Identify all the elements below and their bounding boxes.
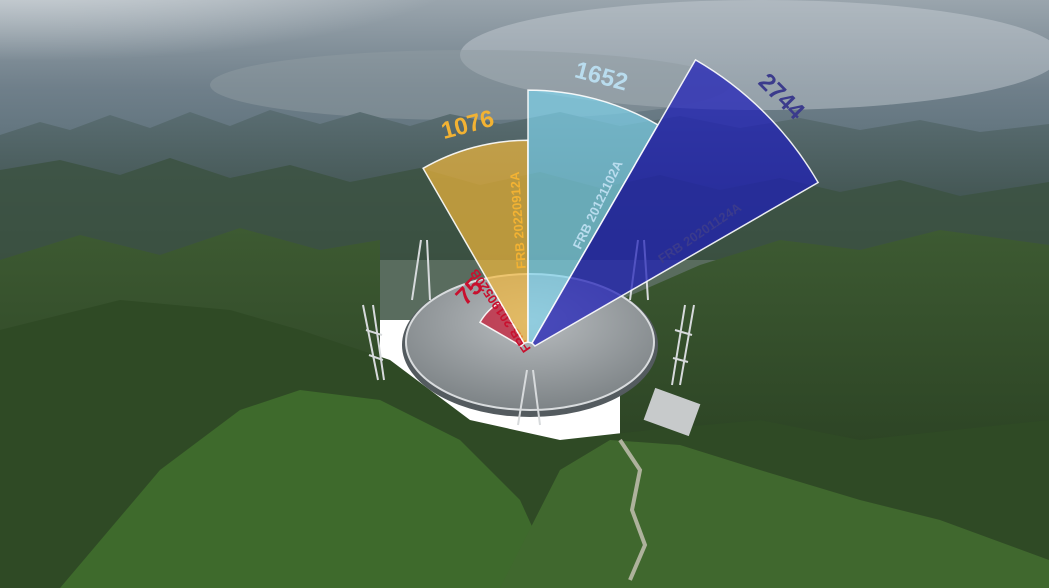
value-label: 1076 xyxy=(438,105,497,145)
bar-frb-20201124a xyxy=(531,58,820,347)
value-label: 1652 xyxy=(572,57,631,97)
road xyxy=(618,438,648,581)
building xyxy=(643,387,701,437)
series-label: FRB 20220912A xyxy=(507,171,529,270)
foreground-hill xyxy=(60,390,560,588)
